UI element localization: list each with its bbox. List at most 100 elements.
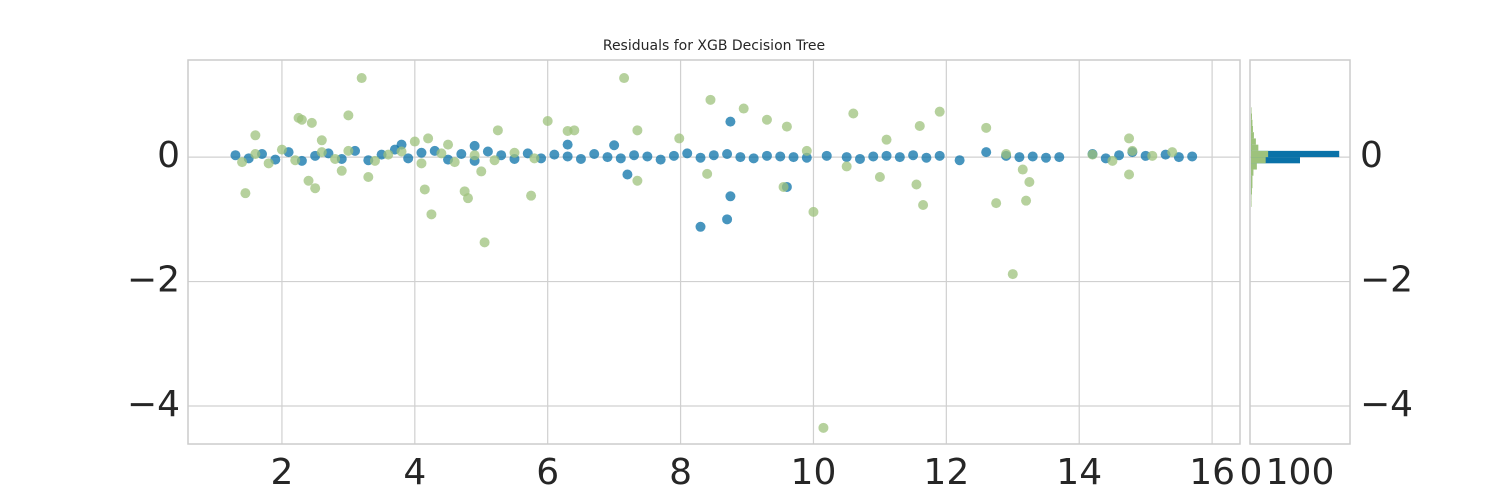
point (542, 115, 553, 126)
point (881, 150, 892, 161)
point (509, 147, 520, 158)
x-tick-label: 12 (923, 452, 969, 493)
point (914, 120, 925, 131)
y-tick-label: −2 (1360, 260, 1413, 301)
point (1001, 148, 1012, 159)
point (738, 103, 749, 114)
point (735, 152, 746, 163)
point (642, 151, 653, 162)
point (240, 188, 251, 199)
point (409, 136, 420, 147)
hist-bar (1250, 113, 1252, 120)
point (396, 146, 407, 157)
point (781, 121, 792, 132)
y-tick-label: −4 (1360, 384, 1413, 425)
point (423, 133, 434, 144)
x-tick-label: 0 (1240, 452, 1263, 493)
hist-bar (1250, 119, 1253, 126)
hist-bar (1250, 169, 1254, 176)
point (632, 175, 643, 186)
point (569, 125, 580, 136)
point (818, 422, 829, 433)
point (492, 125, 503, 136)
point (981, 147, 992, 158)
point (725, 116, 736, 127)
point (1167, 147, 1178, 158)
point (934, 150, 945, 161)
hist-bar (1250, 138, 1256, 145)
point (632, 125, 643, 136)
hist-bar (1250, 144, 1259, 151)
point (343, 110, 354, 121)
point (921, 152, 932, 163)
point (276, 144, 287, 155)
point (416, 158, 427, 169)
point (306, 117, 317, 128)
hist-bar (1250, 181, 1253, 189)
hist-bar (1250, 132, 1254, 139)
point (562, 139, 573, 150)
plot-frame (187, 59, 1241, 445)
point (1107, 155, 1118, 166)
point (303, 175, 314, 186)
hist-bar (1250, 175, 1253, 182)
point (230, 150, 241, 161)
point (722, 214, 733, 225)
point (808, 206, 819, 217)
hist-bar (1250, 150, 1340, 158)
hist-bar (1250, 188, 1252, 195)
x-tick-label: 8 (669, 452, 692, 493)
point (695, 152, 706, 163)
x-tick-label: 14 (1056, 452, 1102, 493)
point (369, 155, 380, 166)
point (575, 153, 586, 164)
point (705, 94, 716, 105)
point (310, 183, 321, 194)
point (356, 73, 367, 84)
x-tick-label: 4 (403, 452, 426, 493)
point (854, 153, 865, 164)
point (330, 153, 341, 164)
point (250, 148, 261, 159)
point (1007, 269, 1018, 280)
point (529, 153, 540, 164)
point (343, 145, 354, 156)
point (416, 147, 427, 158)
point (476, 166, 487, 177)
point (934, 106, 945, 117)
point (459, 186, 470, 197)
y-tick-label: −2 (127, 260, 180, 301)
point (674, 133, 685, 144)
point (316, 135, 327, 146)
point (1124, 169, 1135, 180)
point (655, 154, 666, 165)
point (443, 139, 454, 150)
point (848, 108, 859, 119)
y-tick-label: 0 (1360, 135, 1383, 176)
point (778, 181, 789, 192)
point (296, 114, 307, 125)
point (1124, 133, 1135, 144)
point (775, 151, 786, 162)
point (1017, 164, 1028, 175)
point (237, 157, 248, 168)
hist-bar (1250, 157, 1266, 164)
point (911, 179, 922, 190)
point (761, 150, 772, 161)
point (841, 161, 852, 172)
point (469, 150, 480, 161)
point (821, 150, 832, 161)
point (788, 152, 799, 163)
point (456, 148, 467, 159)
point (426, 209, 437, 220)
point (449, 157, 460, 168)
point (609, 140, 620, 151)
point (479, 237, 490, 248)
point (602, 152, 613, 163)
point (290, 155, 301, 166)
point (489, 155, 500, 166)
point (708, 150, 719, 161)
point (526, 190, 537, 201)
x-tick-label: 10 (791, 452, 837, 493)
